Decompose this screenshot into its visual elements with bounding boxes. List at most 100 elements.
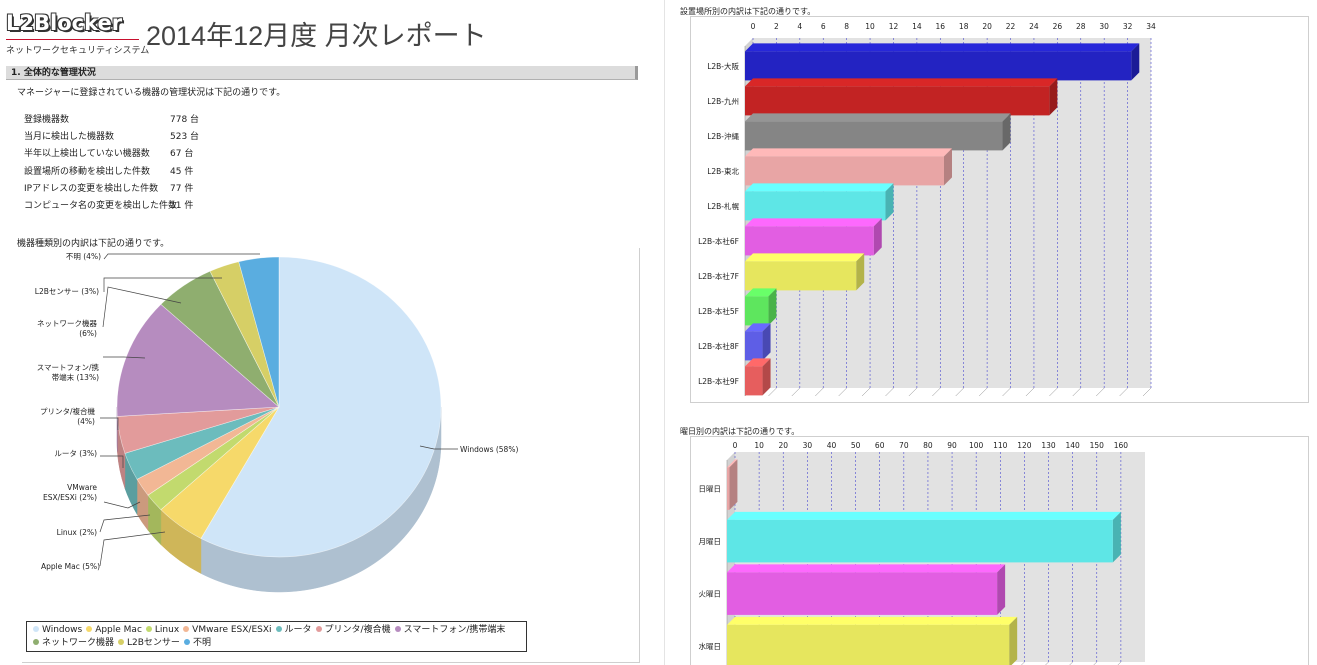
bar <box>745 191 886 221</box>
legend-swatch <box>33 625 39 632</box>
y-category-label: 月曜日 <box>699 537 722 546</box>
device-type-pie-chart: Windows (58%) Apple Mac (5%) Linux (2%) VMw… <box>35 252 518 593</box>
grid-floor-line <box>1093 661 1097 665</box>
legend-swatch <box>118 638 125 645</box>
x-tick-label: 40 <box>827 441 837 450</box>
x-tick-label: 150 <box>1090 441 1105 450</box>
pie-callout-label: Linux (2%) <box>57 528 97 537</box>
pie-callout-label: VMware ESX/ESXi (2%) <box>43 483 97 502</box>
bar-top-face <box>745 148 952 157</box>
pie-leader-line <box>419 445 458 450</box>
x-tick-label: 30 <box>1099 22 1109 31</box>
grid-floor-line <box>1142 387 1152 397</box>
grid-floor-line <box>861 387 871 397</box>
legend-swatch <box>86 625 93 632</box>
bar-top-face <box>745 113 1011 122</box>
legend-label: Linux <box>154 625 180 635</box>
x-tick-label: 80 <box>923 441 933 450</box>
legend-swatch <box>183 625 190 632</box>
bar-top-face <box>745 358 771 367</box>
bar <box>745 296 769 326</box>
location-bar-chart: 0 2 4 6 8 10 12 14 16 18 20 22 24 26 28 30 32 34L2B-大阪L2B… <box>690 16 1309 403</box>
x-tick-label: 18 <box>959 22 969 31</box>
stat-value: 67 台 <box>170 149 194 160</box>
bar <box>727 467 730 510</box>
grid-floor-line <box>838 387 847 397</box>
pie-callout-label: Apple Mac (5%) <box>41 562 100 571</box>
bar-top-face <box>745 253 865 262</box>
stat-row: 設置場所の移動を検出した件数 45 件 <box>24 164 224 181</box>
legend-item: ネットワーク機器 <box>33 637 114 650</box>
x-tick-label: 90 <box>947 441 957 450</box>
legend-label: ルータ <box>284 625 312 635</box>
y-category-label: L2B-沖縄 <box>707 131 739 141</box>
stat-value: 523 台 <box>170 132 200 143</box>
pie-slice <box>238 256 280 408</box>
legend-item: ルータ <box>275 624 312 637</box>
bar-top-face <box>727 564 1006 573</box>
bar-end-face <box>1009 616 1018 665</box>
y-category-label: L2B-東北 <box>707 166 739 176</box>
grid-floor-line <box>1002 387 1011 397</box>
legend-item: プリンタ/複合機 <box>315 624 391 637</box>
bar <box>745 86 1050 116</box>
x-tick-label: 34 <box>1146 22 1156 31</box>
legend-label: ネットワーク機器 <box>42 638 115 648</box>
y-category-label: L2B-本社9F <box>698 376 739 386</box>
x-tick-label: 0 <box>733 441 738 450</box>
pie-leader-line <box>103 356 146 359</box>
y-category-label: L2B-本社7F <box>698 271 739 281</box>
report-right-column: 設置場所別の内訳は下記の通りです。 0 2 4 6 8 10 12 14 16 18 20 22 24 2… <box>668 0 1317 665</box>
bar <box>745 121 1003 151</box>
grid-floor-line <box>908 387 918 397</box>
bar-end-face <box>762 323 771 361</box>
x-tick-label: 32 <box>1123 22 1133 31</box>
pie-callout-label: スマートフォン/携帯端末 (13%) <box>37 362 100 382</box>
stat-row: 登録機器数 778 台 <box>24 112 224 129</box>
pie-leader-line <box>100 417 119 430</box>
stat-row: 半年以上検出していない機器数 67 台 <box>24 146 224 163</box>
bar-end-face <box>856 253 865 291</box>
pie-chart-frame <box>22 248 640 663</box>
x-tick-label: 130 <box>1041 441 1056 450</box>
x-tick-label: 14 <box>912 22 922 31</box>
grid-floor-line <box>791 387 801 397</box>
legend-swatch <box>275 625 282 632</box>
bar <box>745 331 763 361</box>
section-intro: マネージャーに登録されている機器の管理状況は下記の通りです。 <box>17 88 286 98</box>
pie-chart-caption: 機器種類別の内訳は下記の通りです。 <box>17 239 170 249</box>
grid-floor-line <box>768 387 777 397</box>
grid-floor-line <box>978 387 988 397</box>
report-left-column: L2Blocker ネットワークセキュリティシステム 2014年12月度 月次レ… <box>0 0 650 665</box>
logo-underline <box>6 39 139 40</box>
y-category-label: L2B-本社6F <box>698 236 739 246</box>
grid-floor-line <box>1072 387 1081 397</box>
legend-swatch <box>145 625 152 632</box>
stat-value: 11 件 <box>170 200 194 211</box>
pie-leader-line <box>99 531 166 567</box>
grid-floor-line <box>885 387 894 397</box>
location-chart-caption: 設置場所別の内訳は下記の通りです。 <box>680 7 816 16</box>
stat-label: 設置場所の移動を検出した件数 <box>24 166 151 177</box>
section-heading: 1. 全体的な管理状況 <box>6 66 638 80</box>
bar-end-face <box>997 564 1006 615</box>
bar-end-face <box>762 358 771 396</box>
logo-name: L2Blocker <box>6 11 123 35</box>
legend-swatch <box>183 638 190 645</box>
pie-callout-label: ネットワーク機器(6%) <box>37 318 97 338</box>
legend-item: Windows <box>33 624 82 637</box>
grid-floor-line <box>1021 661 1025 665</box>
x-tick-label: 120 <box>1017 441 1032 450</box>
x-tick-label: 60 <box>875 441 885 450</box>
stat-row: IPアドレスの変更を検出した件数 77 件 <box>24 181 224 198</box>
bar <box>727 519 1113 563</box>
y-category-label: 火曜日 <box>699 590 722 599</box>
x-tick-label: 2 <box>774 22 779 31</box>
stat-label: コンピュータ名の変更を検出した件数 <box>24 200 178 211</box>
x-tick-label: 50 <box>851 441 861 450</box>
weekday-bar-chart: 0 10 20 30 40 50 60 70 80 90 100 110 120 130 140 150 160… <box>690 436 1309 665</box>
stat-label: 登録機器数 <box>24 115 70 125</box>
legend-label: VMware ESX/ESXi <box>192 625 272 635</box>
legend-swatch <box>394 625 401 632</box>
pie-callout-label: ルータ (3%) <box>54 449 97 458</box>
